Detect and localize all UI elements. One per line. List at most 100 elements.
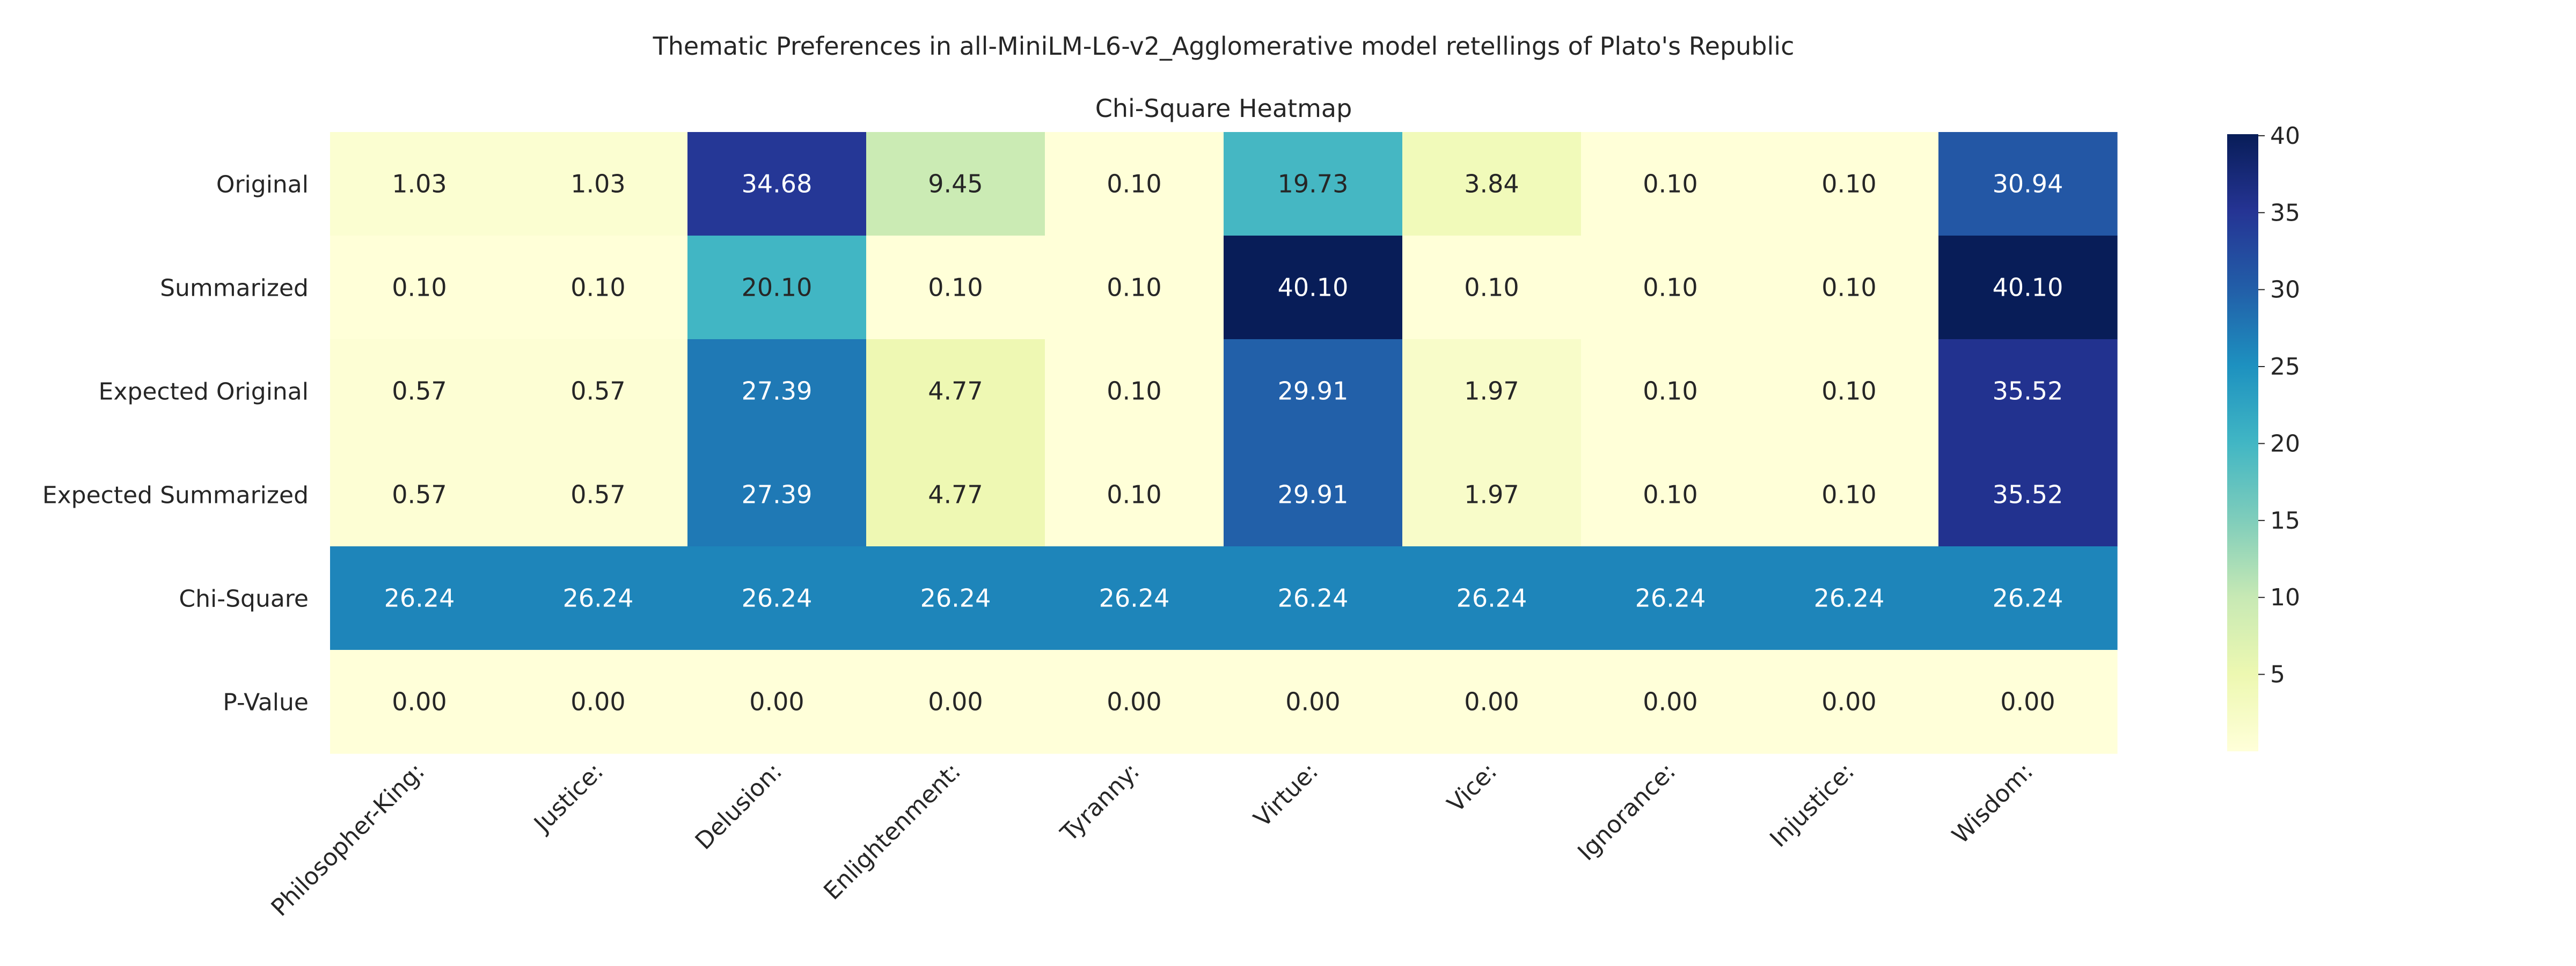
cell-value-label: 0.00	[1464, 687, 1519, 716]
column-label: Wisdom:	[1947, 758, 2039, 850]
cell-value-label: 0.10	[570, 273, 625, 302]
cell-value-label: 0.57	[392, 480, 447, 509]
cell-value-label: 0.00	[2000, 687, 2055, 716]
heatmap-cell	[1760, 443, 1939, 547]
cell-value-label: 1.97	[1464, 377, 1519, 406]
cell-value-label: 3.84	[1464, 170, 1519, 199]
heatmap-cell	[1045, 443, 1224, 547]
cell-value-label: 26.24	[1278, 584, 1349, 613]
heatmap-cell	[1938, 650, 2118, 754]
heatmap-cell	[1045, 132, 1224, 236]
row-label: Original	[216, 171, 309, 199]
heatmap-cell	[687, 132, 867, 236]
heatmap-cell	[509, 236, 688, 340]
cell-value-label: 26.24	[384, 584, 455, 613]
cell-value-label: 0.10	[1821, 170, 1876, 199]
cell-value-label: 0.10	[1464, 273, 1519, 302]
heatmap-cell	[1402, 650, 1582, 754]
heatmap-cell	[1045, 546, 1224, 650]
row-label: Expected Original	[99, 378, 309, 406]
cell-value-label: 40.10	[1278, 273, 1349, 302]
colorbar-tick-label: 30	[2270, 276, 2300, 304]
column-label: Injustice:	[1765, 758, 1860, 853]
heatmap-cell	[509, 650, 688, 754]
cell-value-label: 26.24	[1993, 584, 2063, 613]
cell-value-label: 30.94	[1993, 170, 2063, 199]
cell-value-label: 0.00	[570, 687, 625, 716]
heatmap-cell	[1045, 650, 1224, 754]
colorbar-tick-label: 40	[2270, 122, 2300, 150]
cell-value-label: 0.10	[1643, 273, 1697, 302]
cell-value-label: 0.10	[1643, 480, 1697, 509]
column-labels: Philosopher-King: Justice: Delusion: Enligh…	[266, 758, 2039, 922]
heatmap-cell	[866, 443, 1045, 547]
column-label: Philosopher-King:	[266, 758, 430, 922]
heatmap-cell	[1045, 236, 1224, 340]
cell-value-label: 4.77	[928, 480, 983, 509]
heatmap-cell	[1224, 650, 1403, 754]
heatmap-cell	[1760, 339, 1939, 443]
cell-value-label: 0.10	[392, 273, 447, 302]
column-label: Vice:	[1442, 758, 1502, 818]
heatmap-cell	[866, 339, 1045, 443]
cell-value-label: 40.10	[1993, 273, 2063, 302]
heatmap-cell	[509, 339, 688, 443]
row-label: Expected Summarized	[42, 482, 309, 509]
heatmap-cell	[866, 132, 1045, 236]
column-label: Delusion:	[690, 758, 788, 855]
heatmap-cell	[1938, 546, 2118, 650]
cell-value-label: 9.45	[928, 170, 983, 199]
colorbar-tick-label: 35	[2270, 199, 2300, 226]
heatmap-cell	[1224, 443, 1403, 547]
cell-value-label: 1.97	[1464, 480, 1519, 509]
colorbar-gradient	[2227, 134, 2258, 751]
heatmap-cell	[1045, 339, 1224, 443]
heatmap-cell	[330, 443, 509, 547]
heatmap-cell	[1402, 443, 1582, 547]
row-label: P-Value	[223, 689, 309, 716]
cell-value-label: 20.10	[742, 273, 813, 302]
heatmap-cell	[1402, 339, 1582, 443]
heatmap-cell	[509, 443, 688, 547]
cell-value-label: 26.24	[742, 584, 813, 613]
heatmap-cell	[1581, 443, 1760, 547]
cell-value-label: 26.24	[1099, 584, 1170, 613]
chart-subtitle: Chi-Square Heatmap	[1095, 94, 1352, 123]
cell-value-label: 0.00	[1285, 687, 1340, 716]
column-label: Virtue:	[1249, 758, 1324, 833]
cell-value-label: 0.57	[570, 377, 625, 406]
cell-value-label: 0.10	[1107, 480, 1161, 509]
chart-title: Thematic Preferences in all-MiniLM-L6-v2…	[653, 32, 1795, 61]
cell-value-label: 1.03	[570, 170, 625, 199]
column-label: Ignorance:	[1572, 758, 1681, 866]
heatmap-cell	[509, 132, 688, 236]
heatmap-cell	[1760, 236, 1939, 340]
heatmap-cell	[509, 546, 688, 650]
cell-value-label: 1.03	[392, 170, 447, 199]
cell-value-label: 0.10	[1821, 480, 1876, 509]
heatmap-cell	[1760, 132, 1939, 236]
heatmap-cell	[1581, 236, 1760, 340]
heatmap-cell	[1938, 236, 2118, 340]
cell-value-label: 35.52	[1993, 480, 2063, 509]
cell-value-label: 0.00	[928, 687, 983, 716]
cell-value-label: 27.39	[742, 377, 813, 406]
cell-value-label: 0.00	[749, 687, 804, 716]
heatmap-cell	[1581, 339, 1760, 443]
heatmap-cell	[1402, 546, 1582, 650]
heatmap-cell	[330, 546, 509, 650]
heatmap-cells: 1.03 1.03 34.68 9.45 0.10 19.73 3.84 0.10 0.10 30…	[330, 132, 2118, 754]
heatmap-cell	[1402, 236, 1582, 340]
cell-value-label: 4.77	[928, 377, 983, 406]
heatmap-cell	[1402, 132, 1582, 236]
heatmap-cell	[687, 650, 867, 754]
cell-value-label: 26.24	[920, 584, 991, 613]
heatmap-cell	[330, 132, 509, 236]
column-label: Justice:	[528, 758, 609, 839]
heatmap-cell	[1224, 339, 1403, 443]
cell-value-label: 0.00	[1107, 687, 1161, 716]
heatmap-cell	[1760, 546, 1939, 650]
colorbar-tick-label: 15	[2270, 507, 2300, 535]
heatmap-cell	[330, 650, 509, 754]
